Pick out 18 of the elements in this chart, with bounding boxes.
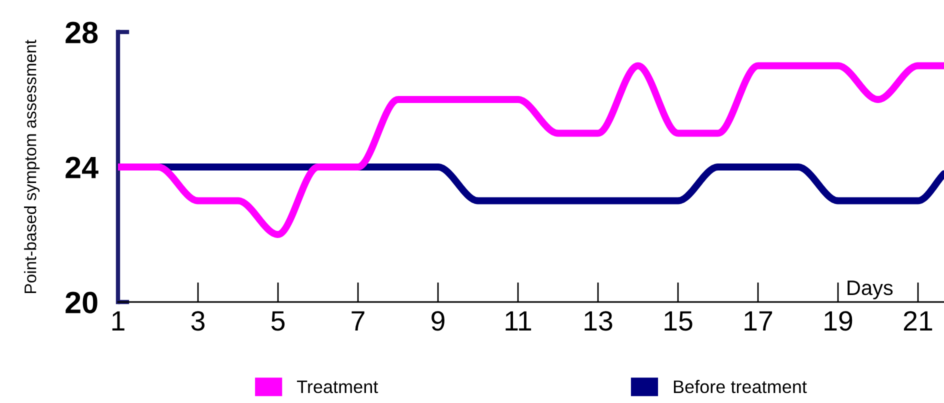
- y-tick-label: 20: [66, 292, 98, 314]
- legend-label: Treatment: [296, 380, 378, 394]
- x-tick-label: 7: [352, 311, 364, 330]
- x-tick-label: 21: [904, 311, 932, 330]
- x-axis-title: Days: [848, 280, 893, 300]
- x-tick-label: 1: [112, 311, 124, 330]
- legend-label: Before treatment: [674, 380, 807, 394]
- x-tick-label: 9: [432, 311, 444, 331]
- x-tick-label: 19: [824, 311, 852, 331]
- y-tick-label: 28: [66, 22, 98, 44]
- x-tick-label: 15: [664, 311, 692, 331]
- x-tick-label: 3: [191, 311, 205, 331]
- x-tick-label: 11: [506, 311, 532, 330]
- y-axis-title: Point-based symptom assessment: [24, 40, 40, 293]
- y-tick-label: 24: [66, 156, 98, 178]
- x-tick-label: 17: [744, 311, 772, 330]
- x-tick-label: 5: [271, 311, 285, 331]
- x-tick-label: 13: [584, 311, 612, 331]
